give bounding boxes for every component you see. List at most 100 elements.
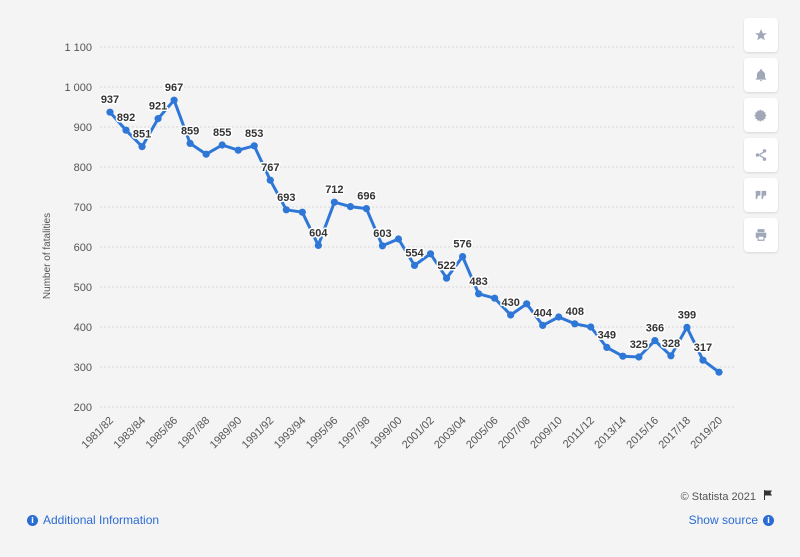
additional-information-link[interactable]: i Additional Information xyxy=(27,513,159,527)
x-tick-label: 1991/92 xyxy=(240,415,277,452)
x-tick-label: 1987/88 xyxy=(176,415,213,452)
data-point xyxy=(122,126,130,134)
data-point xyxy=(298,208,306,216)
data-label: 859 xyxy=(181,125,199,137)
data-label: 937 xyxy=(101,94,119,106)
bell-icon xyxy=(755,69,767,82)
chart-toolbar xyxy=(744,18,782,258)
y-tick-label: 400 xyxy=(74,322,92,334)
grid-lines xyxy=(100,46,735,408)
series-line-layer xyxy=(108,98,720,374)
data-point xyxy=(667,352,675,360)
flag-icon xyxy=(762,489,774,504)
data-point xyxy=(587,323,595,331)
chart-area: 200 300 400 500 600 700 800 900 1 000 1 100 1981/… xyxy=(42,42,735,452)
data-point xyxy=(442,274,451,282)
data-point xyxy=(555,313,563,321)
cite-button[interactable] xyxy=(744,178,778,212)
y-tick-label: 1 100 xyxy=(64,42,92,54)
data-point xyxy=(507,311,515,319)
favorite-button[interactable] xyxy=(744,18,778,52)
y-tick-label: 600 xyxy=(74,242,92,254)
x-tick-label: 1989/90 xyxy=(208,415,245,452)
data-point xyxy=(266,176,274,184)
data-point xyxy=(138,143,146,151)
data-label: 317 xyxy=(694,342,712,354)
y-tick-label: 800 xyxy=(74,162,92,174)
data-label: 430 xyxy=(501,297,519,309)
data-label: 712 xyxy=(325,184,343,196)
data-label: 892 xyxy=(117,112,135,124)
x-tick-label: 2009/10 xyxy=(528,415,565,452)
info-icon: i xyxy=(27,514,38,526)
data-point xyxy=(491,294,499,302)
data-point xyxy=(426,250,435,258)
x-tick-label: 2013/14 xyxy=(592,415,629,452)
data-point xyxy=(635,353,643,361)
data-point xyxy=(170,96,178,104)
data-point xyxy=(651,337,659,345)
data-point xyxy=(475,290,483,298)
data-point xyxy=(619,352,627,360)
x-tick-label: 1993/94 xyxy=(272,415,309,452)
data-label: 855 xyxy=(213,127,231,139)
show-source-label: Show source xyxy=(688,513,758,527)
data-point xyxy=(250,142,258,150)
data-label: 522 xyxy=(437,260,455,272)
data-point xyxy=(458,253,467,261)
data-point xyxy=(218,141,226,149)
y-tick-label: 700 xyxy=(74,202,92,214)
data-label: 404 xyxy=(534,307,553,319)
data-point xyxy=(715,368,723,376)
data-point xyxy=(410,261,419,269)
data-point xyxy=(362,205,371,213)
y-tick-label: 300 xyxy=(74,362,92,374)
x-tick-label: 2011/12 xyxy=(561,415,597,451)
data-label: 554 xyxy=(405,247,424,259)
line-chart: 200 300 400 500 600 700 800 900 1 000 1 100 1981/… xyxy=(42,42,735,452)
copyright-text: © Statista 2021 xyxy=(680,490,756,503)
data-point xyxy=(186,139,194,147)
data-point xyxy=(154,115,162,123)
x-tick-label: 1981/82 xyxy=(80,415,117,452)
data-point xyxy=(683,323,691,331)
data-point xyxy=(282,206,290,214)
data-label: 693 xyxy=(277,192,295,204)
data-point xyxy=(699,356,707,364)
data-point xyxy=(202,150,210,158)
additional-information-label: Additional Information xyxy=(43,513,160,527)
data-label: 853 xyxy=(245,128,263,140)
y-axis-title: Number of fatalities xyxy=(42,213,53,299)
data-point xyxy=(106,108,114,116)
notification-button[interactable] xyxy=(744,58,778,92)
x-tick-label: 1983/84 xyxy=(112,415,149,452)
share-button[interactable] xyxy=(744,138,778,172)
y-tick-label: 900 xyxy=(74,122,92,134)
data-label: 399 xyxy=(678,309,696,321)
show-source-link[interactable]: Show source i xyxy=(689,513,774,527)
x-tick-label: 2015/16 xyxy=(624,415,661,452)
x-tick-label: 2003/04 xyxy=(432,415,469,452)
data-point xyxy=(394,235,403,243)
data-label: 921 xyxy=(149,101,167,113)
settings-button[interactable] xyxy=(744,98,778,132)
y-tick-label: 500 xyxy=(74,282,92,294)
x-tick-label: 2005/06 xyxy=(464,415,501,452)
data-label: 603 xyxy=(373,228,391,240)
data-label: 967 xyxy=(165,82,183,94)
x-tick-label: 1999/00 xyxy=(368,415,405,452)
y-tick-labels: 200 300 400 500 600 700 800 900 1 000 1 100 xyxy=(64,42,92,414)
data-label: 366 xyxy=(646,323,664,335)
data-label: 767 xyxy=(261,162,279,174)
data-label: 576 xyxy=(453,239,471,251)
y-tick-label: 1 000 xyxy=(64,82,92,94)
y-tick-label: 200 xyxy=(74,402,92,414)
x-tick-label: 2001/02 xyxy=(400,415,437,452)
series-points xyxy=(106,96,723,376)
data-label: 408 xyxy=(566,306,584,318)
data-point xyxy=(603,343,611,351)
data-label: 604 xyxy=(309,227,328,239)
data-label: 483 xyxy=(469,276,487,288)
print-button[interactable] xyxy=(744,218,778,252)
data-label: 325 xyxy=(630,339,648,351)
